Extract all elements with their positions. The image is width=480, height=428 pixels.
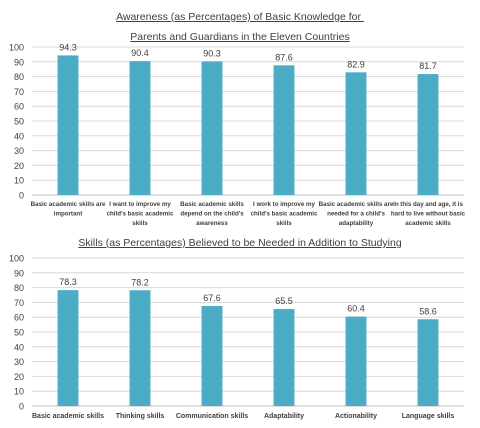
y-tick-label: 30	[14, 146, 24, 156]
y-tick-label: 60	[14, 102, 24, 112]
y-tick-label: 40	[14, 131, 24, 141]
y-tick-label: 50	[14, 117, 24, 127]
bar	[57, 290, 79, 406]
chart-title-line-1: Awareness (as Percentages) of Basic Know…	[116, 11, 364, 23]
y-tick-label: 70	[14, 87, 24, 97]
data-label: 90.4	[131, 48, 149, 58]
x-tick-label: I want to improve my	[109, 201, 171, 208]
bar	[57, 55, 79, 195]
x-tick-label: I work to improve my	[253, 201, 315, 208]
data-label: 60.4	[347, 304, 365, 314]
data-label: 78.3	[59, 277, 77, 287]
bar	[417, 319, 439, 406]
x-tick-label: skills	[276, 220, 292, 227]
bar	[201, 305, 223, 406]
bar	[417, 74, 439, 195]
bar	[273, 309, 295, 406]
data-label: 87.6	[275, 52, 293, 62]
y-tick-label: 80	[14, 72, 24, 82]
bar	[345, 316, 367, 406]
x-tick-label: needed for a child's	[327, 211, 385, 218]
x-tick-label: depend on the child's	[180, 211, 244, 218]
y-tick-label: 40	[14, 342, 24, 352]
data-label: 90.3	[203, 48, 221, 58]
awareness-bar-chart: 0 10 20 30 40 50 60 70 80 90 100 94.3 Basic academic…	[9, 42, 466, 227]
data-label: 58.6	[419, 306, 437, 316]
bar	[129, 61, 151, 195]
x-tick-label: Language skills	[402, 413, 455, 420]
x-tick-label: Communication skills	[176, 413, 248, 420]
y-tick-label: 90	[14, 268, 24, 278]
x-tick-label: Actionability	[335, 413, 377, 420]
chart-title-line-2: Parents and Guardians in the Eleven Coun…	[130, 31, 350, 43]
bar	[273, 65, 295, 196]
y-tick-label: 30	[14, 357, 24, 367]
chart-title: Skills (as Percentages) Believed to be N…	[78, 237, 402, 249]
bar	[201, 61, 223, 195]
y-tick-label: 80	[14, 283, 24, 293]
data-label: 82.9	[347, 59, 365, 69]
awareness-chart: Awareness (as Percentages) of Basic Know…	[9, 11, 466, 227]
y-tick-label: 20	[14, 161, 24, 171]
x-tick-label: Basic academic skills	[32, 413, 104, 420]
y-tick-label: 60	[14, 313, 24, 323]
y-tick-label: 70	[14, 298, 24, 308]
x-tick-label: In this day and age, it is	[393, 201, 463, 208]
y-tick-label: 10	[14, 387, 24, 397]
data-label: 94.3	[59, 42, 77, 52]
y-tick-label: 10	[14, 176, 24, 186]
y-tick-label: 90	[14, 57, 24, 67]
x-tick-label: Adaptability	[264, 413, 304, 420]
x-tick-label: child's basic academic	[251, 211, 318, 218]
x-tick-label: Thinking skills	[116, 413, 165, 420]
x-tick-label: academic skills	[405, 220, 451, 227]
x-tick-label: adaptability	[339, 220, 374, 227]
data-label: 81.7	[419, 61, 437, 71]
bar	[345, 72, 367, 195]
y-tick-label: 50	[14, 328, 24, 338]
x-tick-label: Basic academic skills	[180, 201, 244, 208]
data-label: 67.6	[203, 293, 221, 303]
y-tick-label: 0	[19, 191, 24, 201]
y-tick-label: 0	[19, 402, 24, 412]
y-tick-label: 100	[9, 43, 24, 53]
x-tick-label: awareness	[196, 220, 228, 227]
skills-chart: Skills (as Percentages) Believed to be N…	[0, 232, 480, 428]
x-tick-label: hard to live without basic	[391, 211, 466, 218]
y-tick-label: 20	[14, 372, 24, 382]
x-tick-label: Basic academic skills are	[319, 201, 394, 208]
skills-bar-chart: 0 10 20 30 40 50 60 70 80 90 100 78.3 Basic academic…	[9, 254, 464, 420]
bar	[129, 290, 151, 406]
data-label: 65.5	[275, 296, 293, 306]
x-tick-label: important	[54, 211, 83, 218]
x-tick-label: child's basic academic	[107, 211, 174, 218]
data-label: 78.2	[131, 277, 149, 287]
y-tick-label: 100	[9, 254, 24, 264]
x-tick-label: Basic academic skills are	[31, 201, 106, 208]
x-tick-label: skills	[132, 220, 148, 227]
